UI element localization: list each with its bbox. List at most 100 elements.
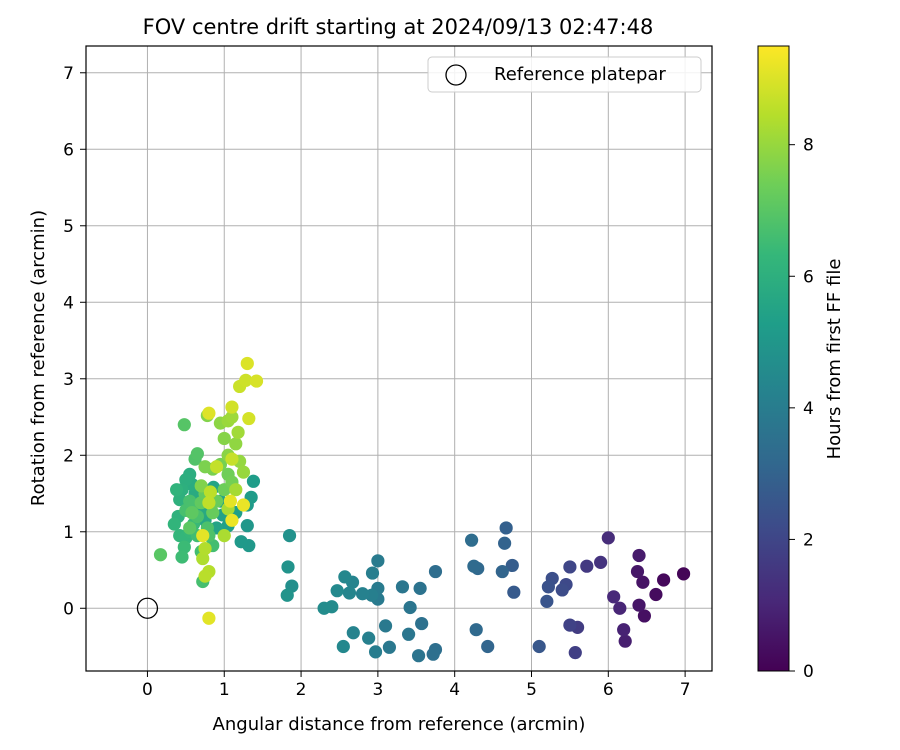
data-point — [495, 564, 509, 579]
data-point — [170, 483, 184, 497]
data-point — [469, 623, 483, 637]
colorbar-tick-label: 0 — [803, 662, 814, 682]
x-tick-label: 6 — [603, 680, 614, 700]
data-point — [202, 611, 216, 625]
data-point — [338, 570, 352, 584]
axis-ticks: 0 1 2 3 4 5 6 7 0 1 2 3 4 5 6 7 — [63, 64, 690, 700]
data-point — [317, 601, 331, 615]
y-tick-label: 7 — [63, 64, 74, 84]
data-point — [185, 506, 199, 520]
data-point — [240, 519, 254, 533]
data-point — [183, 521, 197, 535]
data-point — [428, 564, 443, 579]
data-point — [209, 460, 224, 474]
data-point — [507, 585, 521, 599]
data-point — [632, 598, 646, 612]
data-point — [240, 356, 254, 371]
colorbar-tick-label: 6 — [803, 267, 814, 287]
data-point — [198, 460, 212, 474]
data-point — [580, 559, 594, 573]
data-point — [411, 649, 426, 663]
data-point — [202, 406, 216, 420]
data-point — [236, 498, 251, 512]
data-point — [225, 513, 239, 527]
data-point — [481, 639, 495, 654]
colorbar-ticks: 0 2 4 6 8 — [789, 136, 814, 682]
data-point — [206, 506, 220, 520]
data-point — [229, 483, 243, 497]
y-tick-label: 0 — [63, 599, 74, 619]
data-point — [282, 528, 297, 543]
data-point — [563, 618, 577, 632]
data-point — [190, 447, 204, 461]
data-point — [498, 536, 512, 550]
data-point — [177, 418, 191, 432]
data-point — [246, 474, 261, 488]
data-point — [231, 425, 245, 439]
data-point — [153, 548, 168, 562]
data-point — [601, 531, 615, 545]
legend-label: Reference platepar — [494, 64, 666, 85]
data-point — [330, 584, 344, 598]
data-point — [239, 373, 253, 387]
colorbar-label: Hours from first FF file — [824, 259, 845, 460]
data-point — [541, 580, 555, 594]
data-point — [346, 626, 360, 640]
data-point — [225, 410, 239, 424]
data-point — [371, 554, 385, 568]
data-point — [229, 437, 243, 451]
data-point — [196, 551, 210, 566]
data-point — [413, 581, 427, 595]
data-point — [175, 550, 189, 564]
data-point — [368, 645, 383, 659]
colorbar-tick-label: 2 — [803, 530, 814, 550]
data-point — [281, 560, 295, 574]
data-point — [249, 374, 264, 388]
colorbar — [757, 45, 790, 672]
data-point — [242, 411, 256, 426]
y-tick-label: 2 — [63, 446, 74, 466]
x-tick-label: 1 — [219, 680, 230, 700]
data-point — [415, 616, 429, 631]
data-point — [563, 560, 577, 574]
data-point — [365, 566, 380, 580]
data-point — [532, 639, 546, 654]
x-axis-label: Angular distance from reference (arcmin) — [213, 714, 586, 735]
legend-reference-marker — [445, 64, 467, 86]
data-point — [198, 569, 212, 583]
data-point — [403, 600, 417, 615]
colorbar-tick-label: 4 — [803, 399, 814, 419]
data-point — [395, 580, 410, 594]
data-point — [505, 558, 519, 573]
data-point — [568, 646, 582, 660]
data-point — [362, 631, 376, 645]
data-point — [426, 647, 440, 661]
y-tick-label: 3 — [63, 370, 74, 390]
data-point — [217, 431, 231, 446]
data-point — [202, 496, 216, 510]
data-point — [173, 493, 187, 507]
y-tick-label: 4 — [63, 293, 74, 313]
chart-title: FOV centre drift starting at 2024/09/13 … — [143, 15, 654, 39]
data-point — [613, 601, 627, 615]
plot-frame — [85, 45, 713, 672]
data-point — [467, 559, 481, 573]
data-point — [225, 452, 239, 466]
data-point — [618, 634, 632, 648]
data-point — [196, 528, 210, 543]
data-point — [198, 542, 212, 556]
x-tick-label: 0 — [142, 680, 153, 700]
data-point — [464, 533, 479, 547]
reference-platepar-marker — [136, 597, 159, 619]
data-point — [223, 494, 238, 508]
data-point — [342, 586, 357, 600]
data-point — [236, 465, 251, 479]
data-point — [336, 639, 350, 654]
y-axis-label: Rotation from reference (arcmin) — [28, 210, 49, 506]
data-point — [649, 587, 663, 602]
data-point — [630, 564, 645, 579]
y-tick-label: 6 — [63, 140, 74, 160]
data-point — [636, 575, 650, 589]
data-point — [540, 594, 554, 608]
